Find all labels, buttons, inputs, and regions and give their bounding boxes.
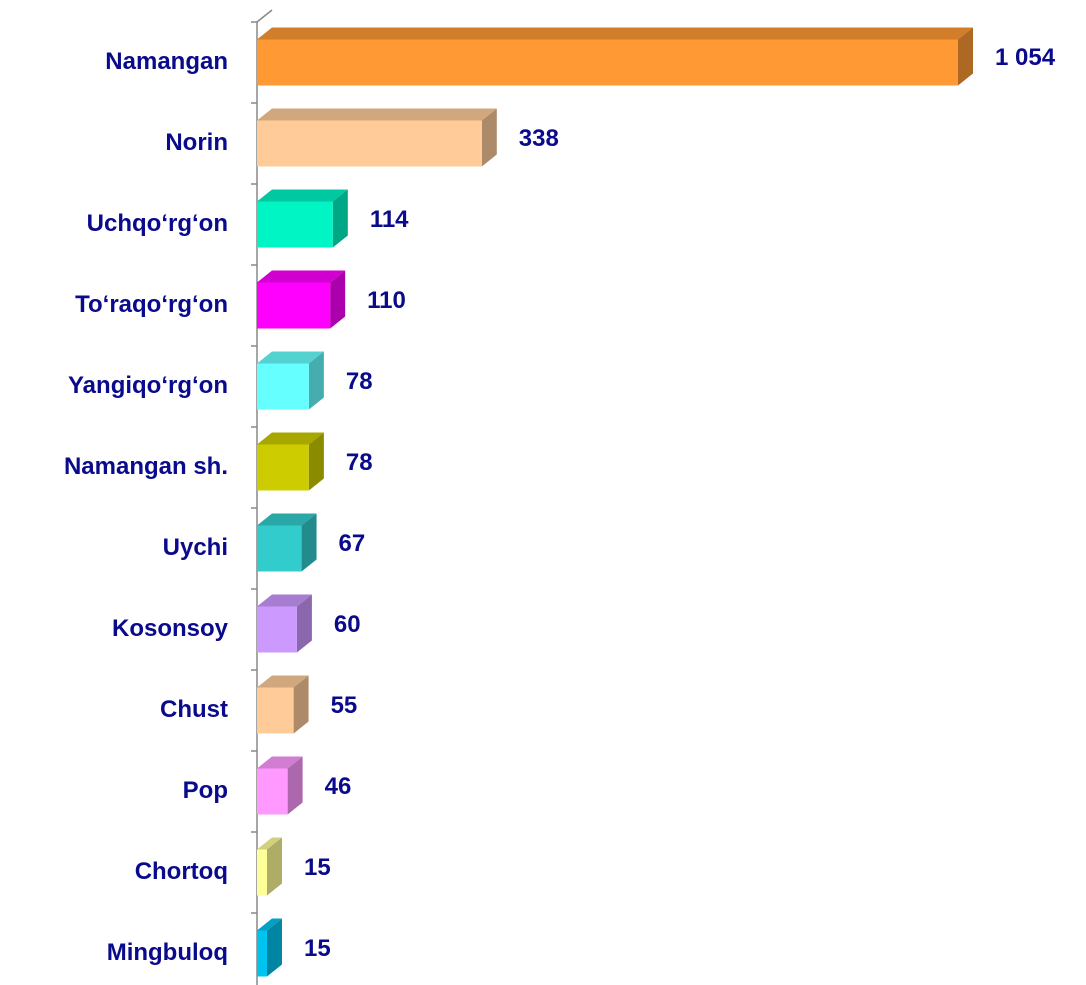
bar xyxy=(257,201,333,248)
bar-top xyxy=(257,756,303,769)
bar-top xyxy=(257,837,282,850)
value-label: 55 xyxy=(331,692,358,719)
bar-side xyxy=(301,513,317,572)
category-label: To‘raqo‘rg‘on xyxy=(75,291,228,318)
bar-side xyxy=(481,108,497,167)
category-label: Namangan sh. xyxy=(64,453,228,480)
bar-top xyxy=(257,513,317,526)
value-label: 114 xyxy=(370,206,409,233)
value-label: 60 xyxy=(334,611,361,638)
category-label: Uychi xyxy=(163,534,228,561)
value-label: 78 xyxy=(346,449,373,476)
value-label: 78 xyxy=(346,368,373,395)
category-label: Norin xyxy=(165,129,228,156)
category-label: Kosonsoy xyxy=(112,615,229,642)
category-label: Uchqo‘rg‘on xyxy=(87,210,228,237)
bar-side xyxy=(296,594,312,653)
bar-top xyxy=(257,594,312,607)
bar-side xyxy=(293,675,309,734)
bar-top xyxy=(257,351,324,364)
bar xyxy=(257,930,267,977)
bar-side xyxy=(308,432,324,491)
value-label: 15 xyxy=(304,935,331,962)
bar-side xyxy=(266,918,282,977)
bar xyxy=(257,768,288,815)
bar-side xyxy=(330,270,346,329)
bar xyxy=(257,444,309,491)
bar xyxy=(257,282,331,329)
category-label: Namangan xyxy=(105,48,228,75)
category-label: Mingbuloq xyxy=(107,939,228,966)
value-label: 15 xyxy=(304,854,331,881)
bar-top xyxy=(257,918,282,931)
bar-side xyxy=(958,27,973,86)
bar-side xyxy=(308,351,324,410)
bar-top xyxy=(257,189,348,202)
category-label: Chust xyxy=(160,696,228,723)
value-label: 67 xyxy=(339,530,366,557)
bar-top xyxy=(257,270,346,283)
bar-side xyxy=(266,837,282,896)
bar-top xyxy=(257,675,309,688)
bar-top xyxy=(257,27,973,40)
bar-side xyxy=(332,189,348,248)
value-label: 1 054 xyxy=(995,44,1056,71)
bar xyxy=(257,606,297,653)
bar xyxy=(257,363,309,410)
bar-top xyxy=(257,108,497,121)
value-label: 110 xyxy=(367,287,406,314)
category-label: Pop xyxy=(183,777,228,804)
bar xyxy=(257,120,482,167)
category-label: Yangiqo‘rg‘on xyxy=(68,372,228,399)
value-label: 46 xyxy=(325,773,352,800)
value-label: 338 xyxy=(519,125,559,152)
category-label: Chortoq xyxy=(135,858,228,885)
bar xyxy=(257,39,958,86)
axis-depth xyxy=(256,9,273,23)
bar-top xyxy=(257,432,324,445)
bar xyxy=(257,687,294,734)
bar-side xyxy=(287,756,303,815)
bar xyxy=(257,525,302,572)
bar xyxy=(257,849,267,896)
